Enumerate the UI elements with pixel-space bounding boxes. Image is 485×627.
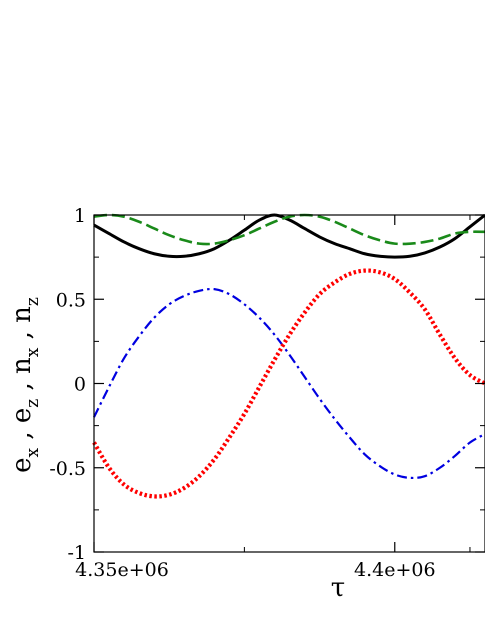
ylabel-base: n	[7, 306, 37, 323]
series-line-2-dashed	[93, 213, 485, 246]
ticks	[93, 214, 485, 553]
ylabel-subscript: x	[23, 448, 43, 458]
x-tick-label: 4.4e+06	[354, 559, 436, 581]
y-tick-label: 1	[74, 205, 86, 227]
ylabel-separator: ,	[7, 374, 37, 399]
ylabel-separator: ,	[7, 423, 37, 448]
y-tick-label: -1	[67, 542, 86, 564]
ylabel-base: e	[7, 458, 37, 473]
ylabel-subscript: z	[23, 399, 43, 408]
x-tick-label: 4.35e+06	[75, 559, 169, 581]
x-axis-title: τ	[331, 573, 345, 603]
ylabel-base: n	[7, 357, 37, 374]
y-tick-label: -0.5	[49, 458, 86, 480]
y-axis-title: ex , ez , nx , nz	[7, 297, 43, 473]
ylabel-separator: ,	[7, 323, 37, 348]
series-line-3-dashdot	[93, 287, 485, 480]
curves	[92, 213, 485, 499]
y-axis-title-text: ex , ez , nx , nz	[7, 297, 43, 473]
tick-labels: 1 0.5 0 -0.5 -14.35e+06 4.4e+06	[49, 205, 435, 581]
series-line-4-dotted	[92, 268, 485, 499]
y-tick-label: 0	[74, 374, 86, 396]
series-line-1-solid	[93, 213, 485, 259]
plot-frame	[93, 214, 485, 553]
y-tick-label: 0.5	[56, 289, 86, 311]
ylabel-subscript: z	[23, 297, 43, 306]
ylabel-subscript: x	[23, 347, 43, 357]
ylabel-base: e	[7, 408, 37, 423]
